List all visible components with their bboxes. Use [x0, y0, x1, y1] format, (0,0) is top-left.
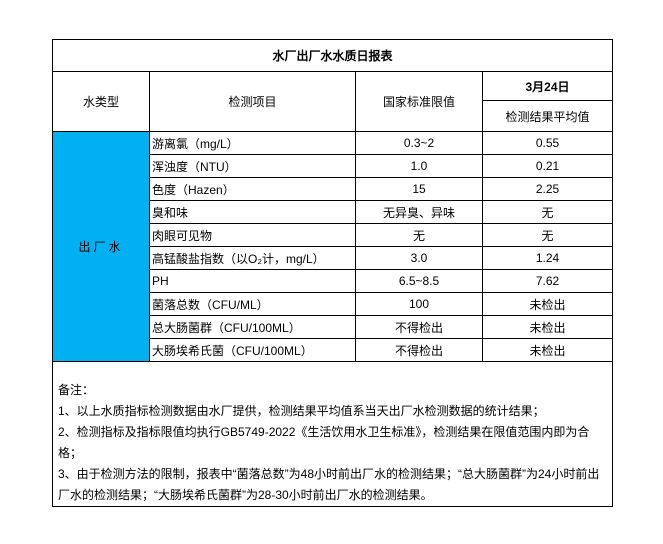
col-header-standard-limit: 国家标准限值 [355, 71, 483, 132]
test-item-cell: 臭和味 [149, 200, 356, 224]
col-header-water-type: 水类型 [52, 71, 150, 132]
limit-cell: 15 [355, 177, 483, 201]
col-header-result-avg: 检测结果平均值 [481, 100, 614, 132]
table-row: PH 6.5~8.5 7.62 [53, 269, 614, 293]
limit-cell: 不得检出 [355, 315, 483, 339]
table-row: 臭和味 无异臭、异味 无 [53, 200, 614, 224]
title-row: 水厂出厂水水质日报表 [51, 39, 614, 72]
limit-cell: 1.0 [355, 154, 483, 178]
result-cell: 无 [481, 223, 614, 247]
result-cell: 未检出 [481, 315, 614, 339]
result-cell: 未检出 [481, 292, 614, 316]
test-item-cell: 高锰酸盐指数（以O₂计，mg/L） [149, 246, 356, 270]
col-header-test-item: 检测项目 [149, 71, 356, 132]
note-line-3: 3、由于检测方法的限制，报表中“菌落总数”为48小时前出厂水的检测结果；“总大肠… [58, 467, 600, 502]
limit-cell: 无 [355, 223, 483, 247]
notes-row: 备注： 1、以上水质指标检测数据由水厂提供，检测结果平均值系当天出厂水检测数据的… [51, 361, 614, 507]
table-row: 出厂水 游离氯（mg/L） 0.3~2 0.55 [52, 131, 614, 362]
test-item-cell: PH [149, 269, 356, 293]
limit-cell: 无异臭、异味 [355, 200, 483, 224]
limit-cell: 3.0 [355, 246, 483, 270]
water-type-cell: 出厂水 [52, 131, 150, 362]
limit-cell: 6.5~8.5 [355, 269, 483, 293]
result-cell: 0.21 [481, 154, 614, 178]
table-row: 浑浊度（NTU） 1.0 0.21 [53, 154, 614, 178]
result-cell: 7.62 [481, 269, 614, 293]
test-item-cell: 色度（Hazen） [149, 177, 356, 201]
table-row: 菌落总数（CFU/ML） 100 未检出 [53, 292, 614, 316]
report-title: 水厂出厂水水质日报表 [51, 39, 614, 72]
test-item-cell: 大肠埃希氏菌（CFU/100ML） [149, 338, 356, 362]
table-row: 肉眼可见物 无 无 [53, 223, 614, 247]
notes-label: 备注： [58, 383, 95, 397]
result-cell: 0.55 [481, 131, 614, 155]
limit-cell: 不得检出 [355, 338, 483, 362]
test-item-cell: 游离氯（mg/L） [149, 131, 356, 155]
table-row: 总大肠菌群（CFU/100ML） 不得检出 未检出 [53, 315, 614, 339]
table-row: 高锰酸盐指数（以O₂计，mg/L） 3.0 1.24 [53, 246, 614, 270]
result-cell: 未检出 [481, 338, 614, 362]
note-line-2: 2、检测指标及指标限值均执行GB5749-2022《生活饮用水卫生标准》，检测结… [58, 425, 590, 460]
test-item-cell: 菌落总数（CFU/ML） [149, 292, 356, 316]
col-header-date: 3月24日 [481, 71, 614, 101]
limit-cell: 0.3~2 [355, 131, 483, 155]
table-row: 色度（Hazen） 15 2.25 [53, 177, 614, 201]
test-item-cell: 总大肠菌群（CFU/100ML） [149, 315, 356, 339]
water-quality-report-table: 水厂出厂水水质日报表 水类型 检测项目 国家标准限值 3月24日 检测结果平均值… [51, 39, 614, 507]
result-cell: 2.25 [481, 177, 614, 201]
result-cell: 1.24 [481, 246, 614, 270]
note-line-1: 1、以上水质指标检测数据由水厂提供，检测结果平均值系当天出厂水检测数据的统计结果… [58, 404, 545, 418]
test-item-cell: 浑浊度（NTU） [149, 154, 356, 178]
header-row-top: 水类型 检测项目 国家标准限值 3月24日 [52, 71, 614, 132]
limit-cell: 100 [355, 292, 483, 316]
header-row-bottom: 检测结果平均值 [53, 100, 614, 132]
test-item-cell: 肉眼可见物 [149, 223, 356, 247]
result-cell: 无 [481, 200, 614, 224]
notes-cell: 备注： 1、以上水质指标检测数据由水厂提供，检测结果平均值系当天出厂水检测数据的… [51, 361, 614, 507]
table-row: 大肠埃希氏菌（CFU/100ML） 不得检出 未检出 [53, 338, 614, 362]
